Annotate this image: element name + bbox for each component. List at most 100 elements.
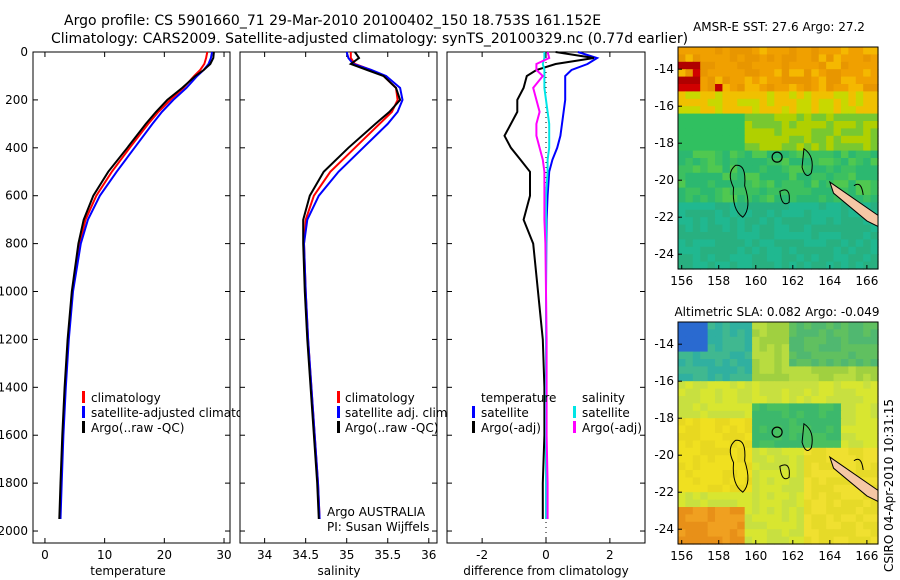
map-cell [848, 462, 857, 471]
map-cell [700, 180, 709, 189]
map-cell [774, 499, 783, 508]
map-cell [729, 462, 738, 471]
map-cell [855, 499, 864, 508]
map-cell [744, 54, 753, 63]
map-cell [826, 447, 835, 456]
map-cell [818, 492, 827, 501]
map-cell [781, 322, 790, 330]
map-cell [752, 477, 761, 486]
map-cell [700, 425, 709, 434]
map-cell [737, 396, 746, 404]
map-cell [759, 98, 768, 107]
map-cell [803, 239, 812, 248]
map-cell [870, 61, 879, 70]
map-cell [855, 447, 864, 456]
map-cell [678, 336, 687, 345]
map-cell [870, 47, 879, 55]
map-cell [818, 381, 827, 390]
map-cell [737, 366, 746, 375]
map-cell [811, 366, 820, 375]
map-cell [870, 388, 879, 397]
map-cell [863, 425, 872, 434]
map-cell [840, 336, 849, 345]
map-cell [722, 239, 731, 248]
map-cell [803, 329, 812, 338]
map-cell [678, 410, 687, 419]
map-cell [678, 403, 687, 412]
map-cell [840, 499, 849, 508]
map-cell [766, 396, 775, 404]
map-cell [752, 359, 761, 367]
map-cell [826, 514, 835, 523]
map-cell [729, 187, 738, 196]
map-cell [744, 217, 753, 226]
map-cell [700, 477, 709, 486]
map-cell [863, 329, 872, 338]
map-cell [700, 447, 709, 456]
map-cell [796, 336, 805, 345]
map-cell [811, 477, 820, 486]
map-cell [833, 128, 842, 137]
map-cell [848, 425, 857, 434]
map-cell [833, 484, 842, 493]
map-cell [774, 410, 783, 419]
map-cell [678, 84, 687, 92]
map-cell [803, 121, 812, 129]
map-cell [855, 150, 864, 159]
map-cell [863, 128, 872, 137]
map-cell [789, 344, 798, 353]
salinity-xlabel: salinity [317, 564, 360, 578]
map-cell [826, 462, 835, 471]
map-cell [796, 521, 805, 530]
map-cell [848, 351, 857, 360]
map-cell [737, 217, 746, 226]
map-cell [848, 246, 857, 255]
map-cell [700, 232, 709, 240]
series-line-argo-raw-qc- [302, 51, 402, 520]
map-cell [692, 433, 701, 441]
map-cell [729, 507, 738, 515]
map-cell [796, 462, 805, 471]
map-cell [855, 403, 864, 412]
map-cell [759, 246, 768, 255]
map-cell [729, 165, 738, 174]
map-cell [774, 180, 783, 189]
map-cell [707, 165, 716, 174]
map-x-tick-label: 166 [855, 549, 878, 563]
map-cell [803, 143, 812, 152]
map-cell [811, 121, 820, 129]
map-cell [722, 477, 731, 486]
map-cell [722, 135, 731, 144]
map-cell [789, 195, 798, 203]
map-cell [700, 455, 709, 464]
map-cell [840, 217, 849, 226]
map-cell [685, 47, 694, 55]
map-cell [826, 418, 835, 427]
map-cell [796, 440, 805, 449]
map-cell [759, 403, 768, 412]
map-cell [870, 440, 879, 449]
map-cell [700, 61, 709, 70]
map-cell [796, 403, 805, 412]
map-cell [774, 477, 783, 486]
map-cell [685, 499, 694, 508]
map-cell [722, 158, 731, 166]
map-cell [848, 396, 857, 404]
map-cell [744, 521, 753, 530]
map-cell [715, 388, 724, 397]
reef-contour [801, 147, 813, 176]
map-cell [818, 76, 827, 85]
reef-contour [853, 183, 864, 196]
map-cell [692, 521, 701, 530]
map-cell [744, 61, 753, 70]
map-cell [722, 373, 731, 382]
map-cell [752, 322, 761, 330]
map-cell [796, 239, 805, 248]
map-cell [737, 403, 746, 412]
map-cell [744, 135, 753, 144]
map-cell [766, 246, 775, 255]
map-cell [840, 403, 849, 412]
map-cell [848, 261, 857, 270]
map-cell [818, 373, 827, 382]
map-cell [752, 158, 761, 166]
